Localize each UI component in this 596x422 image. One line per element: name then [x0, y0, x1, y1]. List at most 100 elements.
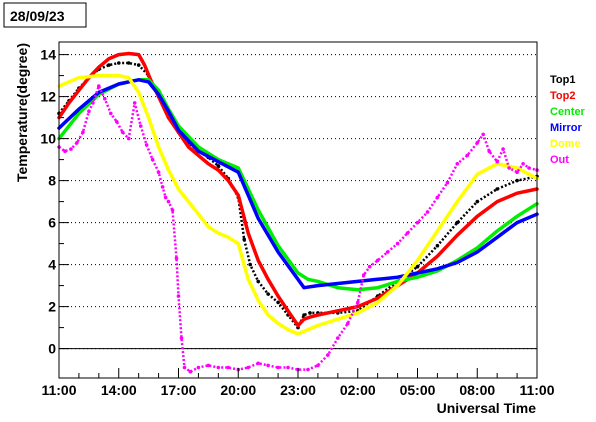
series-group [57, 51, 539, 374]
data-point-out-61 [507, 166, 511, 170]
data-point-out-48 [395, 241, 400, 246]
data-point-out-56 [475, 141, 480, 145]
data-point-out-30 [226, 365, 231, 370]
legend-entry-center: Center [550, 106, 586, 118]
legend: Top1 Top2 Center Mirror Dome Out [550, 74, 586, 166]
data-point-out-62 [515, 170, 519, 174]
data-point-out-52 [435, 195, 440, 200]
data-point-out-51 [425, 210, 430, 214]
chart-title: 28/09/23 [10, 8, 65, 24]
data-point-out-29 [216, 365, 221, 370]
x-tick-label-8: 11:00 [519, 382, 554, 398]
data-point-top1-36 [475, 199, 480, 204]
tick-group: 0 2 4 6 8 10 12 14 11:00 14:00 17:00 20:00 23:00 02:0… [40, 47, 554, 398]
y-tick-label-7: 14 [40, 47, 56, 63]
data-point-out-40 [326, 353, 330, 357]
data-point-out-53 [445, 180, 450, 185]
y-tick-label-0: 0 [48, 341, 56, 357]
legend-entry-out: Out [550, 154, 569, 166]
data-point-out-45 [367, 264, 372, 269]
series-out [57, 84, 539, 374]
data-point-out-39 [316, 363, 320, 368]
x-tick-label-3: 20:00 [220, 382, 256, 398]
data-point-out-26 [188, 369, 193, 374]
data-point-top1-27 [308, 311, 312, 315]
data-point-out-42 [346, 321, 350, 326]
date-box [3, 2, 87, 28]
data-point-out-44 [361, 273, 366, 277]
y-tick-label-5: 10 [40, 131, 56, 147]
legend-entry-top2: Top2 [550, 90, 575, 102]
data-point-out-18 [160, 185, 165, 189]
data-point-out-41 [336, 336, 340, 340]
y-tick-label-3: 6 [48, 215, 56, 231]
data-point-top1-8 [136, 63, 141, 67]
data-point-top1-19 [242, 237, 246, 242]
data-point-out-47 [385, 250, 390, 254]
x-tick-label-7: 08:00 [459, 382, 495, 398]
data-point-out-50 [415, 220, 420, 225]
legend-entry-top1: Top1 [550, 74, 575, 86]
data-point-out-46 [375, 258, 380, 263]
data-point-top1-16 [216, 164, 221, 168]
data-point-out-33 [256, 361, 261, 366]
data-point-out-34 [266, 363, 270, 368]
data-point-out-38 [306, 367, 310, 372]
data-point-out-5 [87, 109, 91, 114]
y-tick-label-4: 8 [48, 173, 56, 189]
data-point-out-22 [174, 256, 179, 261]
legend-entry-mirror: Mirror [550, 122, 583, 134]
data-point-top1-21 [256, 279, 261, 284]
x-tick-label-0: 11:00 [41, 382, 76, 398]
data-point-out-63 [521, 162, 525, 166]
y-tick-label-2: 4 [48, 257, 56, 273]
data-point-top1-33 [415, 264, 420, 269]
data-point-out-20 [166, 199, 171, 204]
x-tick-label-6: 05:00 [400, 382, 436, 398]
data-point-out-17 [156, 170, 161, 174]
data-point-top1-23 [276, 300, 280, 305]
series-line-dome [57, 73, 539, 336]
data-point-top1-6 [117, 61, 121, 65]
data-point-top1-7 [126, 61, 131, 65]
x-tick-label-1: 14:00 [101, 382, 137, 398]
data-point-top1-20 [248, 262, 252, 267]
data-point-top1-26 [302, 313, 306, 317]
data-point-out-10 [115, 120, 119, 124]
data-point-out-32 [246, 365, 250, 370]
data-point-top1-37 [495, 187, 500, 191]
data-point-out-3 [75, 141, 79, 145]
y-tick-label-1: 2 [48, 299, 56, 315]
x-axis-label: Universal Time [437, 400, 537, 416]
data-point-out-59 [495, 159, 500, 164]
data-point-out-23 [176, 294, 181, 298]
data-point-out-49 [405, 231, 410, 235]
data-point-out-1 [63, 149, 67, 153]
data-point-out-58 [487, 149, 492, 153]
data-point-out-9 [109, 111, 113, 116]
data-point-out-25 [182, 365, 187, 370]
data-point-out-27 [196, 365, 201, 370]
data-point-out-12 [126, 136, 131, 141]
data-point-out-35 [276, 365, 280, 370]
x-tick-label-5: 02:00 [340, 382, 376, 398]
data-point-out-6 [91, 101, 95, 105]
legend-entry-dome: Dome [550, 138, 581, 150]
data-point-top1-34 [435, 243, 440, 248]
data-point-out-16 [150, 157, 155, 162]
data-point-out-55 [465, 153, 470, 158]
data-point-out-21 [170, 208, 175, 212]
x-tick-label-4: 23:00 [280, 382, 316, 398]
data-point-out-14 [138, 124, 143, 128]
data-point-top1-5 [107, 63, 111, 67]
series-trace-out [58, 84, 538, 373]
series-trace-top1 [58, 61, 538, 329]
y-tick-label-6: 12 [40, 89, 56, 105]
data-point-out-11 [120, 130, 125, 135]
data-point-out-57 [481, 132, 486, 137]
data-point-out-64 [527, 166, 531, 170]
data-point-top1-38 [515, 178, 519, 183]
